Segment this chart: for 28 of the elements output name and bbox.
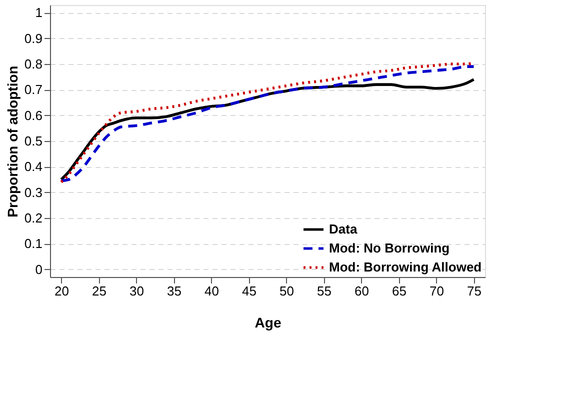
y-tick-label: 0.1 xyxy=(24,236,42,252)
legend-label: Mod: No Borrowing xyxy=(329,240,450,256)
y-tick-label: 0.4 xyxy=(24,159,42,174)
y-tick-label: 0.3 xyxy=(24,184,42,200)
y-tick-label: 0.7 xyxy=(24,82,42,98)
legend-label: Mod: Borrowing Allowed xyxy=(329,260,482,274)
x-tick-label: 25 xyxy=(92,284,106,298)
x-tick-label: 55 xyxy=(317,284,332,298)
x-tick-label: 75 xyxy=(467,284,482,298)
x-tick-label: 60 xyxy=(354,284,369,298)
y-tick-label: 1 xyxy=(35,5,42,20)
y-tick-label: 0.2 xyxy=(24,210,42,226)
x-tick-label: 70 xyxy=(430,284,444,298)
x-tick-label: 45 xyxy=(242,284,256,298)
x-tick-label: 50 xyxy=(280,284,294,298)
y-tick-label: 0.9 xyxy=(24,30,42,46)
y-tick-label: 0.6 xyxy=(24,108,42,123)
x-tick-label: 20 xyxy=(54,284,69,298)
x-axis-title: Age xyxy=(254,314,282,330)
x-tick-label: 35 xyxy=(167,284,182,298)
y-tick-label: 0.5 xyxy=(24,134,42,148)
x-tick-label: 65 xyxy=(392,284,406,298)
y-tick-label: 0 xyxy=(35,262,42,277)
x-tick-label: 40 xyxy=(204,284,219,298)
y-tick-label: 0.8 xyxy=(24,56,42,72)
y-axis-title: Proportion of adoption xyxy=(4,66,20,218)
x-tick-label: 30 xyxy=(130,284,144,298)
legend-label: Data xyxy=(329,222,358,236)
